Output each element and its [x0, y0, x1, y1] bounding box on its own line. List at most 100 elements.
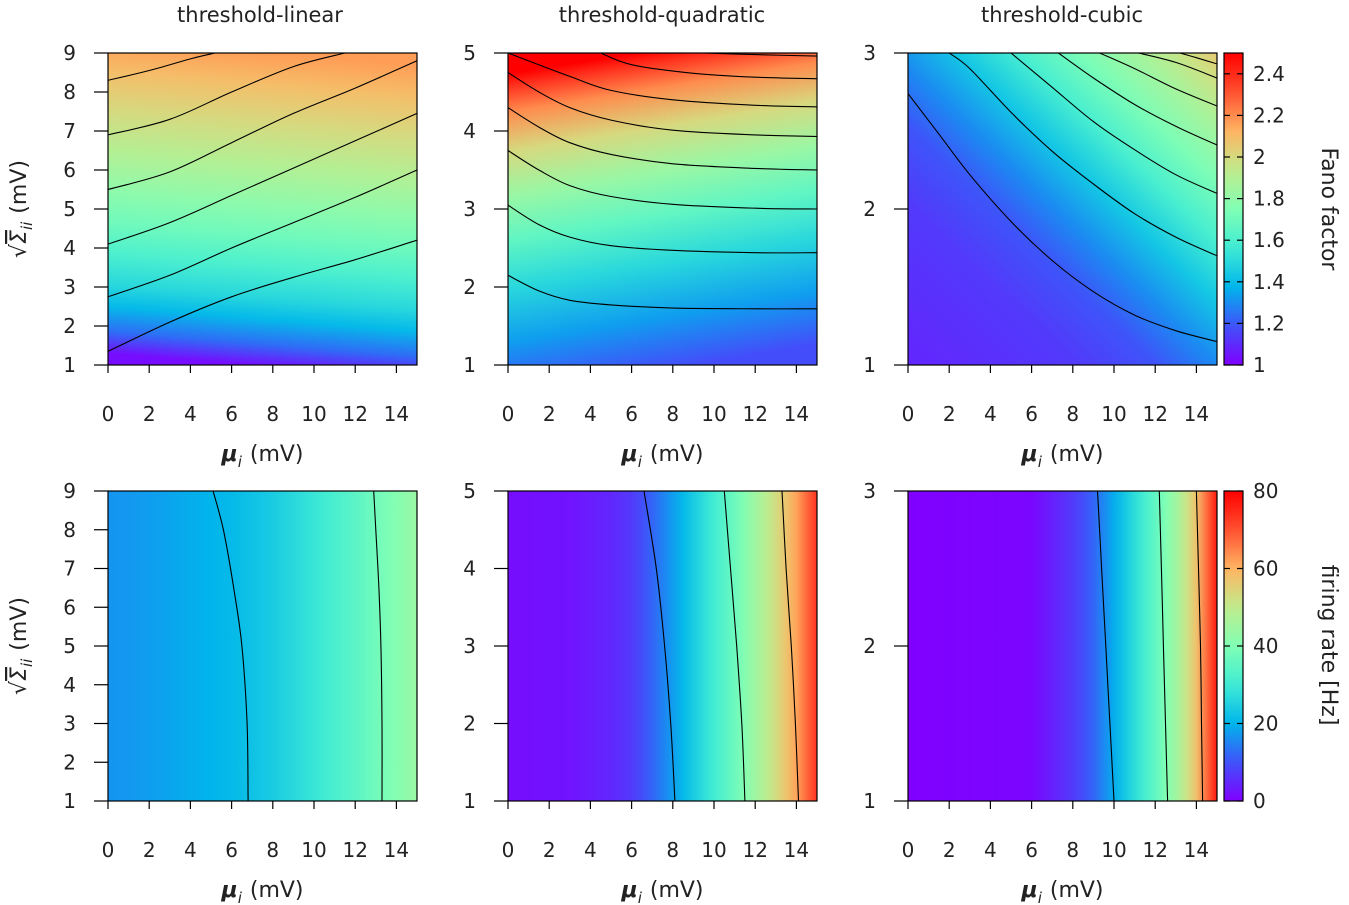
contour-line-40	[373, 491, 383, 801]
y-tick-label: 5	[463, 479, 476, 503]
x-axis-label: μi (mV)	[220, 878, 303, 905]
y-tick-label: 1	[863, 353, 876, 377]
x-tick-label: 2	[143, 402, 156, 426]
contour-line-1.8	[108, 60, 417, 191]
x-tick-label: 0	[902, 838, 915, 862]
colorbar-fano-frame	[1223, 52, 1244, 366]
x-tick-label: 8	[666, 402, 679, 426]
y-tick-label: 4	[463, 557, 476, 581]
x-tick-label: 2	[143, 838, 156, 862]
y-tick-label: 1	[463, 789, 476, 813]
y-tick-label: 2	[863, 197, 876, 221]
colorbar-fano-gradient	[1224, 53, 1243, 365]
x-axis-label: μi (mV)	[620, 878, 703, 905]
heatmap-fill	[508, 491, 817, 801]
x-tick-label: 10	[1101, 838, 1126, 862]
y-tick-label: 2	[63, 314, 76, 338]
y-tick-label: 1	[863, 789, 876, 813]
contour-line-40	[1158, 491, 1169, 801]
contour-line-40	[723, 491, 746, 801]
contour-line-60	[781, 491, 800, 801]
x-tick-label: 6	[225, 402, 238, 426]
x-tick-label: 10	[701, 838, 726, 862]
y-tick-label: 2	[463, 712, 476, 736]
heatmap-fill	[108, 53, 417, 365]
colorbar-tick-label: 1.4	[1253, 270, 1285, 294]
contour-line-1.6	[108, 112, 417, 245]
contour-line-2.4	[600, 53, 817, 80]
x-tick-label: 4	[984, 838, 997, 862]
panel-title-cubic: threshold-cubic	[981, 3, 1143, 27]
colorbar-tick-label: 60	[1253, 557, 1278, 581]
y-tick-label: 3	[863, 479, 876, 503]
colorbar-fano-label: Fano factor	[1316, 148, 1341, 272]
y-tick-label: 3	[863, 41, 876, 65]
colorbar-tick-label: 1.2	[1253, 311, 1285, 335]
contour-line-2	[1099, 53, 1217, 107]
contour-line-2.2	[108, 53, 216, 81]
x-tick-label: 12	[742, 402, 767, 426]
y-tick-label: 4	[463, 119, 476, 143]
colorbar-tick-label: 1.6	[1253, 228, 1285, 252]
colorbar-tick-label: 2.2	[1253, 103, 1285, 127]
contour-line-2	[108, 53, 346, 136]
contour-line-1.8	[1058, 53, 1217, 146]
x-tick-label: 14	[784, 838, 809, 862]
x-tick-label: 10	[1101, 402, 1126, 426]
y-tick-label: 8	[63, 80, 76, 104]
y-axis-label: √Σii(mV)	[7, 160, 36, 258]
y-tick-label: 3	[63, 712, 76, 736]
x-tick-label: 6	[625, 838, 638, 862]
panel-title-quadratic: threshold-quadratic	[559, 3, 765, 27]
x-tick-label: 2	[543, 838, 556, 862]
x-tick-label: 6	[1025, 838, 1038, 862]
x-tick-label: 4	[984, 402, 997, 426]
heatmap-fill	[908, 53, 1217, 365]
contour-line-1.4	[108, 169, 417, 298]
x-tick-label: 8	[1066, 838, 1079, 862]
y-tick-label: 5	[63, 197, 76, 221]
y-tick-label: 7	[63, 119, 76, 143]
y-tick-label: 7	[63, 557, 76, 581]
y-tick-label: 6	[63, 158, 76, 182]
contour-line-1.2	[908, 93, 1217, 343]
x-axis-label: μi (mV)	[220, 442, 303, 471]
x-tick-label: 4	[584, 838, 597, 862]
x-axis-label: μi (mV)	[620, 442, 703, 471]
x-tick-label: 0	[102, 838, 115, 862]
panel-title-linear: threshold-linear	[177, 3, 343, 27]
y-tick-label: 1	[63, 353, 76, 377]
contour-line-2	[508, 72, 817, 138]
y-tick-label: 2	[463, 275, 476, 299]
x-tick-label: 10	[301, 402, 326, 426]
x-tick-label: 6	[1025, 402, 1038, 426]
y-tick-label: 9	[63, 479, 76, 503]
x-tick-label: 14	[384, 402, 409, 426]
y-tick-label: 9	[63, 41, 76, 65]
x-tick-label: 0	[102, 402, 115, 426]
heatmap-fill	[108, 491, 417, 801]
y-tick-label: 5	[63, 634, 76, 658]
y-tick-label: 4	[63, 673, 76, 697]
contour-line-1.8	[508, 107, 817, 171]
heatmap-fill	[908, 491, 1217, 801]
colorbar-tick-label: 20	[1253, 712, 1278, 736]
contour-line-1.4	[948, 53, 1217, 257]
y-tick-label: 6	[63, 595, 76, 619]
y-tick-label: 2	[63, 750, 76, 774]
y-tick-label: 1	[63, 789, 76, 813]
y-tick-label: 1	[463, 353, 476, 377]
y-tick-label: 5	[463, 41, 476, 65]
contour-line-20	[1096, 491, 1115, 801]
x-tick-label: 14	[1184, 838, 1209, 862]
colorbar-tick-label: 80	[1253, 479, 1278, 503]
y-tick-label: 8	[63, 518, 76, 542]
contour-line-2.2	[508, 53, 817, 108]
x-tick-label: 2	[543, 402, 556, 426]
